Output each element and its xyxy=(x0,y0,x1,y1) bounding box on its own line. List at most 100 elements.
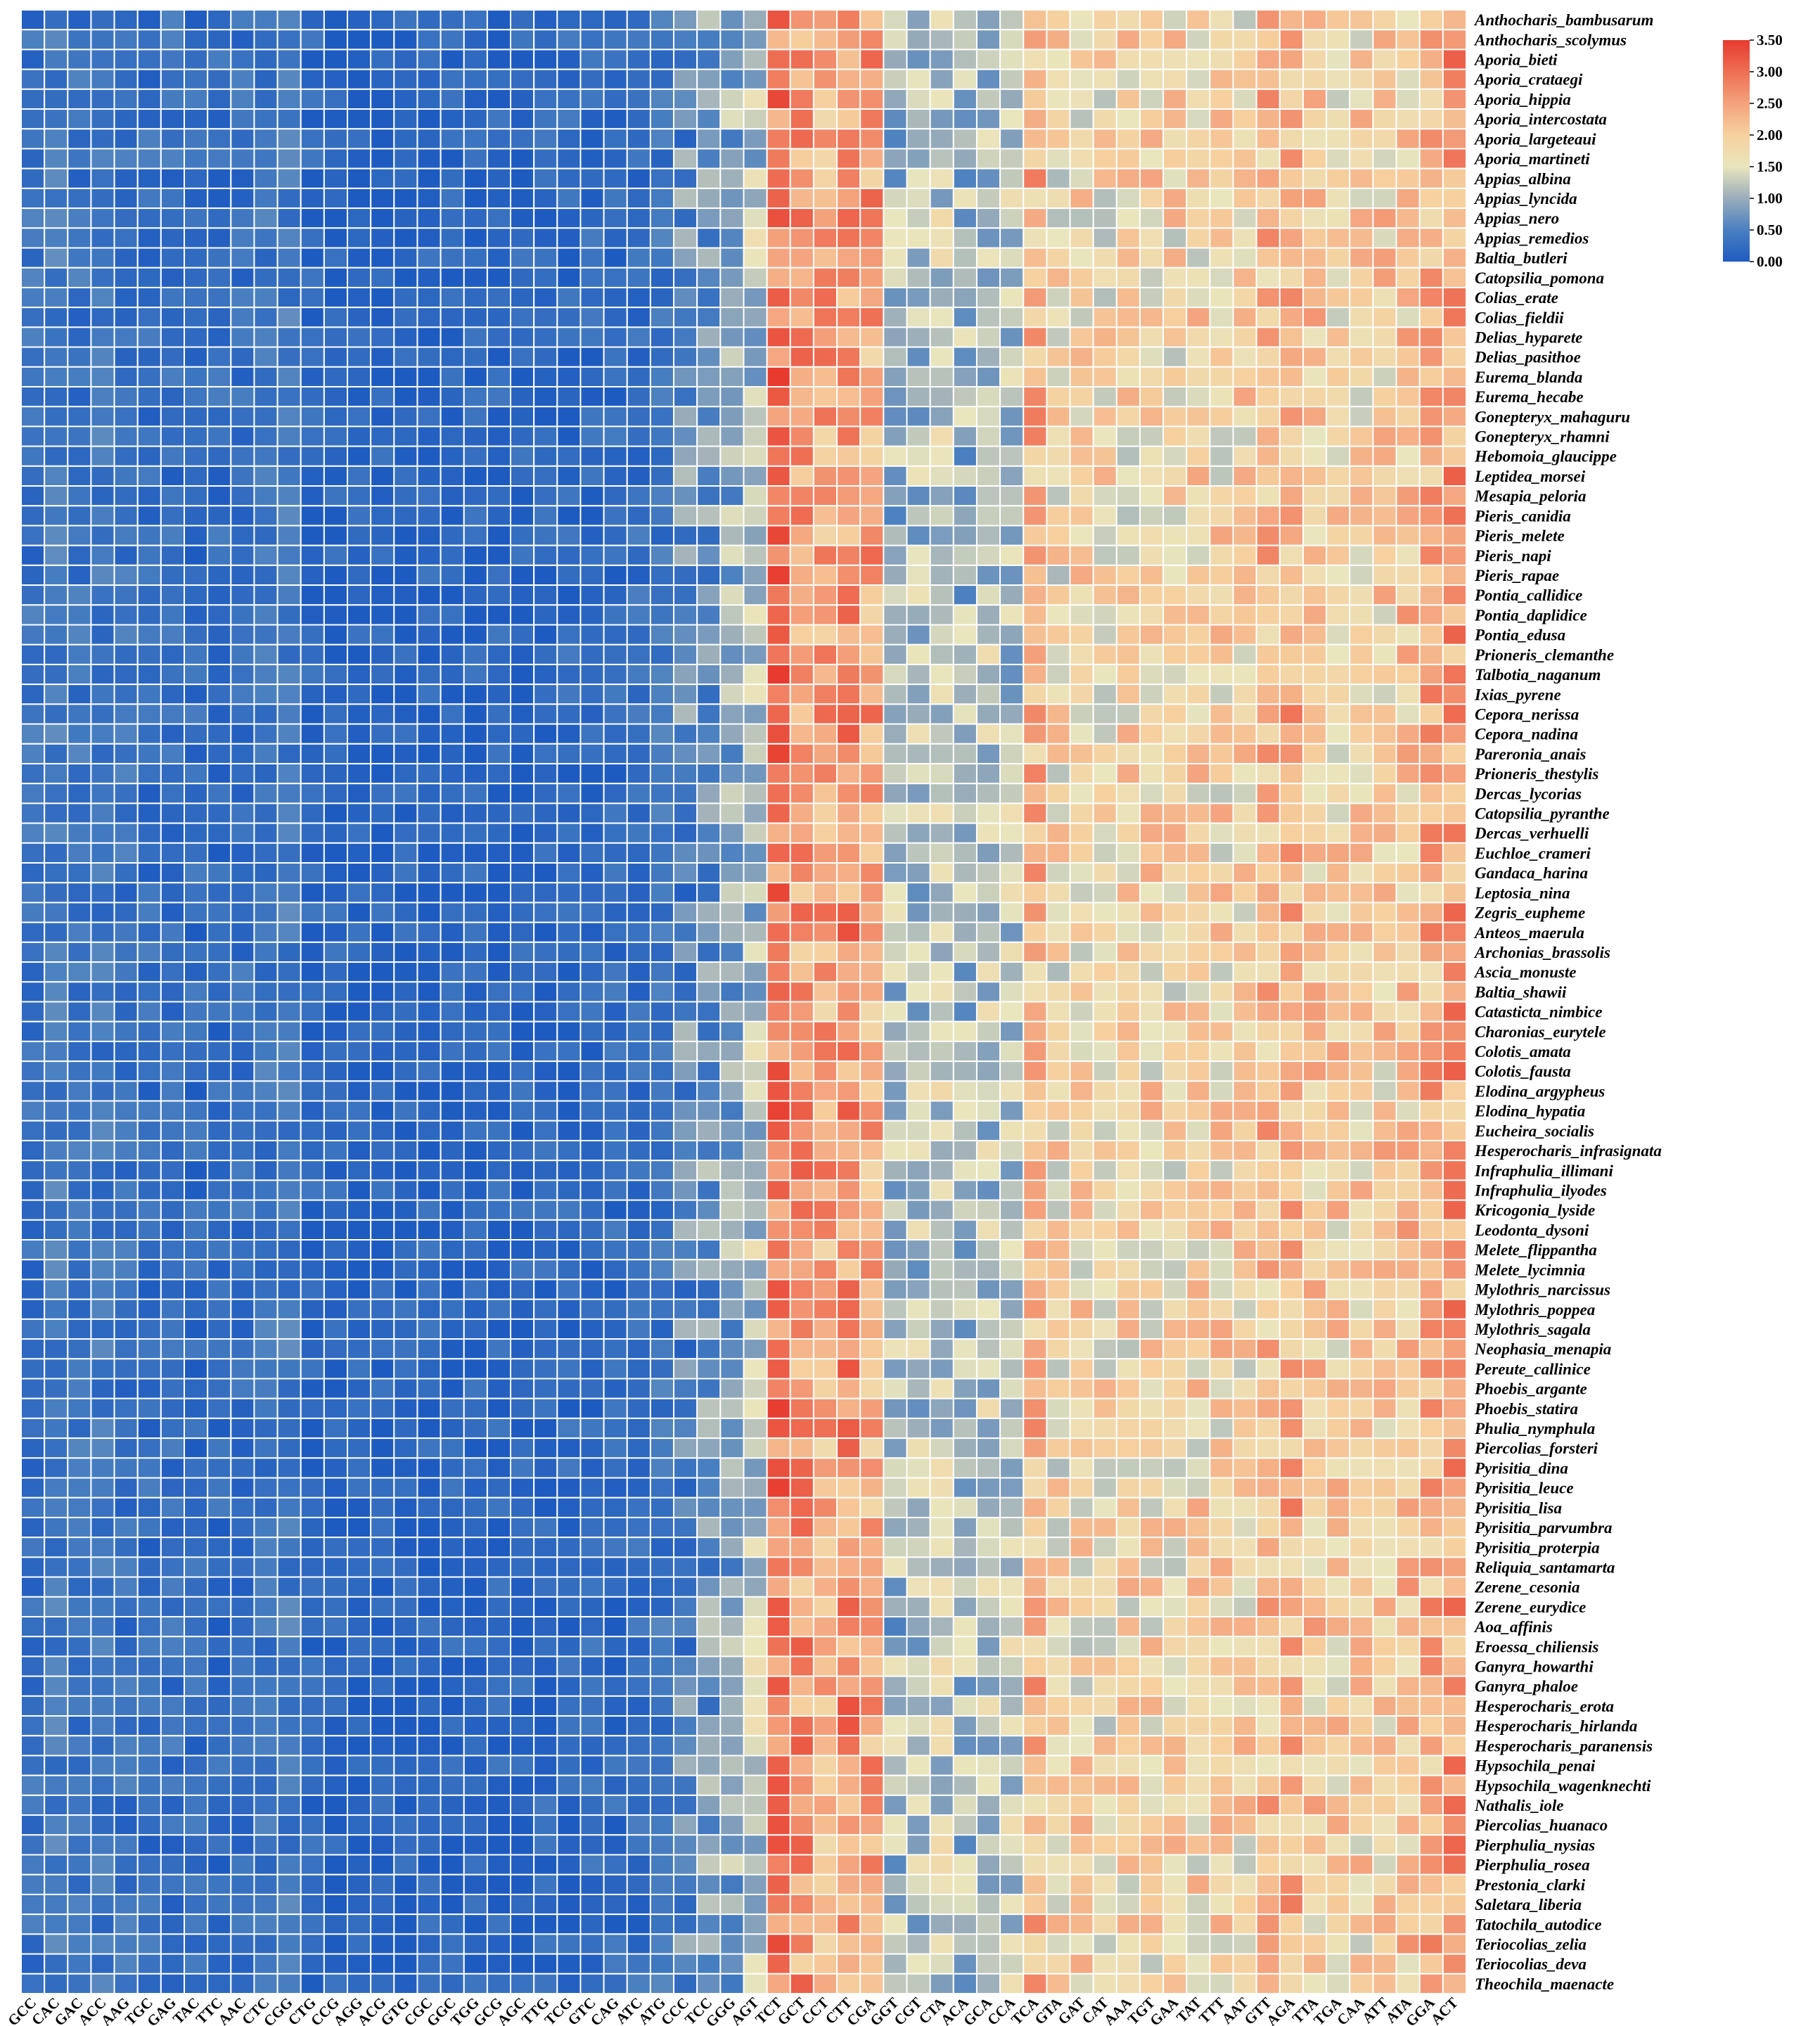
heatmap-cell xyxy=(160,187,186,210)
heatmap-cell xyxy=(300,1100,325,1122)
heatmap-cell xyxy=(1046,921,1071,943)
heatmap-cell xyxy=(836,1239,861,1261)
heatmap-cell xyxy=(1326,485,1351,507)
heatmap-cell xyxy=(67,1001,92,1022)
heatmap-cell xyxy=(743,1060,768,1082)
heatmap-cell xyxy=(1302,29,1328,51)
heatmap-cell xyxy=(1162,1020,1188,1042)
heatmap-cell xyxy=(999,385,1025,408)
heatmap-cell xyxy=(393,1457,418,1479)
heatmap-cell xyxy=(1115,445,1141,467)
heatmap-cell xyxy=(1046,425,1071,447)
heatmap-cell xyxy=(276,247,302,269)
heatmap-cell xyxy=(44,762,69,785)
heatmap-cell xyxy=(696,1318,722,1340)
heatmap-cell xyxy=(836,525,861,546)
heatmap-cell xyxy=(626,544,651,566)
heatmap-cell xyxy=(1372,1338,1397,1360)
heatmap-cell xyxy=(1255,385,1281,408)
heatmap-cell xyxy=(556,1298,582,1320)
heatmap-cell xyxy=(812,1239,838,1261)
heatmap-cell xyxy=(416,425,442,447)
heatmap-cell xyxy=(1349,1080,1374,1102)
heatmap-cell xyxy=(673,326,698,348)
heatmap-cell xyxy=(276,465,302,487)
heatmap-cell xyxy=(673,544,698,566)
heatmap-cell xyxy=(510,9,535,31)
heatmap-cell xyxy=(696,108,722,130)
heatmap-cell xyxy=(1395,743,1421,764)
heatmap-cell xyxy=(67,1239,92,1261)
heatmap-cell xyxy=(1092,485,1117,507)
heatmap-cell xyxy=(719,128,745,150)
heatmap-cell xyxy=(1209,1318,1234,1340)
heatmap-cell xyxy=(1442,108,1468,130)
heatmap-cell xyxy=(113,663,139,686)
heatmap-cell xyxy=(1023,1417,1048,1440)
heatmap-cell xyxy=(1115,684,1141,705)
heatmap-cell xyxy=(789,108,814,130)
heatmap-cell xyxy=(207,1596,232,1618)
heatmap-cell xyxy=(1372,684,1397,705)
heatmap-cell xyxy=(230,1020,255,1042)
heatmap-cell xyxy=(323,88,349,110)
heatmap-cell xyxy=(952,584,978,606)
heatmap-cell xyxy=(207,663,232,686)
heatmap-cell xyxy=(300,1020,325,1042)
heatmap-cell xyxy=(1395,1199,1421,1221)
heatmap-cell xyxy=(463,326,488,348)
heatmap-cell xyxy=(1209,1358,1234,1380)
heatmap-cell xyxy=(20,1120,46,1141)
heatmap-cell xyxy=(347,1417,372,1440)
heatmap-cell xyxy=(556,1219,582,1241)
heatmap-cell xyxy=(626,1477,651,1499)
heatmap-cell xyxy=(719,1080,745,1102)
heatmap-cell xyxy=(673,1298,698,1320)
heatmap-cell xyxy=(743,584,768,606)
heatmap-cell xyxy=(1209,108,1234,130)
heatmap-cell xyxy=(859,544,885,566)
heatmap-cell xyxy=(883,802,908,824)
heatmap-cell xyxy=(999,981,1025,1003)
heatmap-cell xyxy=(184,1378,209,1399)
heatmap-cell xyxy=(207,247,232,269)
heatmap-cell xyxy=(1186,822,1211,844)
heatmap-cell xyxy=(603,783,628,804)
heatmap-cell xyxy=(67,684,92,705)
heatmap-cell xyxy=(1395,624,1421,646)
heatmap-cell xyxy=(136,1318,162,1340)
heatmap-cell xyxy=(253,1397,278,1419)
heatmap-cell xyxy=(1139,286,1165,309)
heatmap-cell xyxy=(90,148,115,169)
heatmap-cell xyxy=(184,703,209,725)
heatmap-cell xyxy=(67,68,92,90)
heatmap-cell xyxy=(1395,485,1421,507)
heatmap-cell xyxy=(1302,981,1328,1003)
heatmap-cell xyxy=(859,1100,885,1122)
heatmap-cell xyxy=(1395,882,1421,904)
heatmap-cell xyxy=(113,882,139,904)
heatmap-cell xyxy=(253,1516,278,1539)
heatmap-cell xyxy=(649,624,675,646)
heatmap-cell xyxy=(90,1001,115,1022)
heatmap-cell xyxy=(67,346,92,368)
heatmap-cell xyxy=(1302,624,1328,646)
heatmap-cell xyxy=(673,49,698,70)
heatmap-cell xyxy=(207,227,232,249)
heatmap-cell xyxy=(90,207,115,229)
heatmap-cell xyxy=(44,1596,69,1618)
heatmap-cell xyxy=(719,703,745,725)
heatmap-cell xyxy=(393,68,418,90)
heatmap-cell xyxy=(1326,1537,1351,1558)
heatmap-cell xyxy=(1232,902,1257,923)
heatmap-cell xyxy=(1115,465,1141,487)
heatmap-cell xyxy=(347,346,372,368)
heatmap-cell xyxy=(952,406,978,428)
heatmap-cell xyxy=(276,941,302,963)
heatmap-cell xyxy=(1279,783,1304,804)
heatmap-cell xyxy=(347,584,372,606)
heatmap-cell xyxy=(1349,187,1374,210)
heatmap-cell xyxy=(696,762,722,785)
heatmap-cell xyxy=(486,187,512,210)
heatmap-cell xyxy=(416,148,442,169)
